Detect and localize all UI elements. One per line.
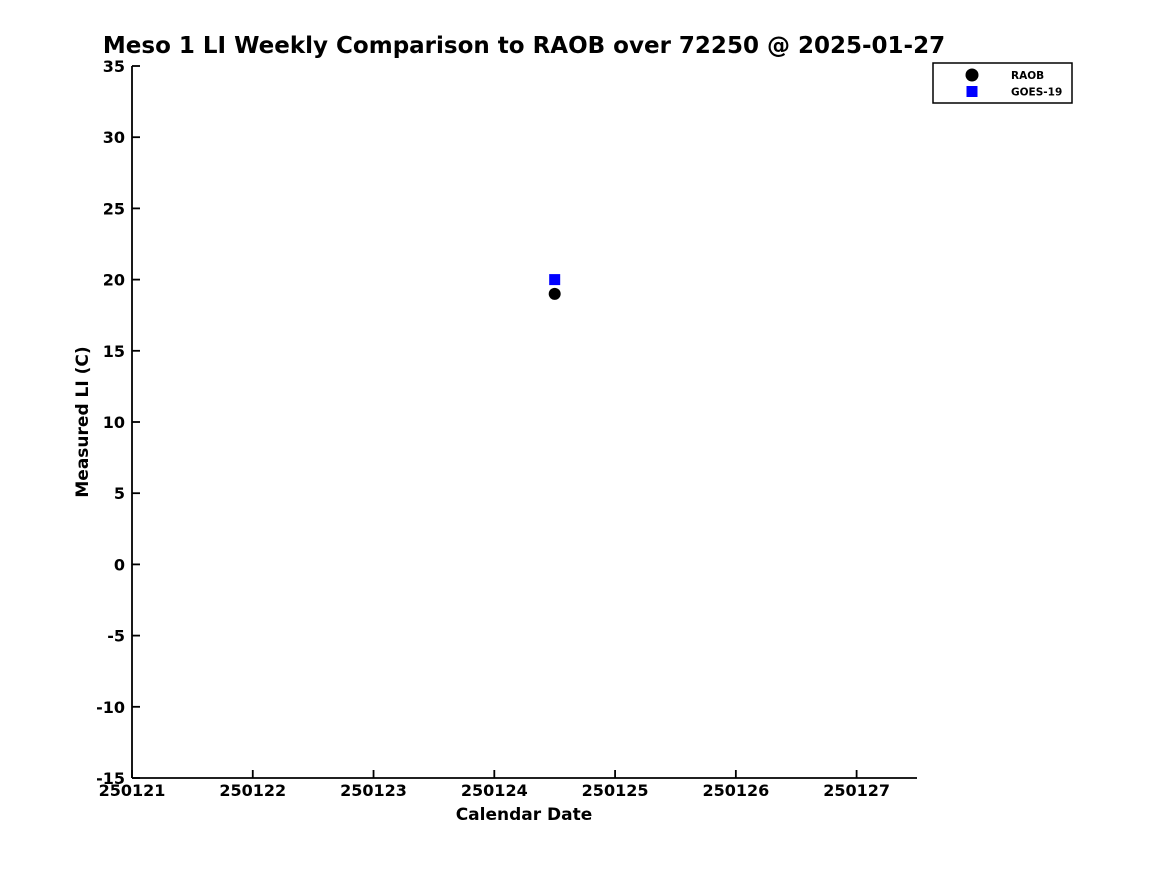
y-tick-label: 20 bbox=[103, 271, 125, 290]
y-tick-label: 5 bbox=[114, 484, 125, 503]
y-tick-label: 25 bbox=[103, 199, 125, 218]
y-tick-label: 0 bbox=[114, 555, 125, 574]
x-tick-label: 250121 bbox=[99, 781, 166, 800]
legend-marker-goes-19-square-icon bbox=[966, 86, 978, 97]
y-tick-label: -10 bbox=[96, 698, 125, 717]
x-tick-label: 250125 bbox=[582, 781, 649, 800]
legend-label-goes-19: GOES-19 bbox=[1011, 87, 1062, 99]
x-axis-label: Calendar Date bbox=[456, 805, 593, 825]
data-point-goes-19 bbox=[549, 274, 561, 286]
legend-box bbox=[932, 62, 1073, 104]
x-tick-label: 250124 bbox=[461, 781, 528, 800]
data-points bbox=[548, 274, 561, 300]
y-axis-label: Measured LI (C) bbox=[73, 346, 93, 497]
y-tick-label: 10 bbox=[103, 413, 125, 432]
legend-label-raob: RAOB bbox=[1011, 70, 1044, 82]
x-tick-label: 250126 bbox=[702, 781, 769, 800]
y-tick-label: -5 bbox=[107, 627, 125, 646]
y-tick-label: 35 bbox=[103, 57, 125, 76]
x-tick-label: 250122 bbox=[219, 781, 286, 800]
y-tick-label: -15 bbox=[96, 769, 125, 788]
legend: RAOB GOES-19 bbox=[932, 62, 1073, 104]
y-tick-label: 15 bbox=[103, 342, 125, 361]
y-tick-label: 30 bbox=[103, 128, 125, 147]
chart-title: Meso 1 LI Weekly Comparison to RAOB over… bbox=[103, 33, 945, 59]
legend-marker-raob-circle-icon bbox=[965, 68, 979, 82]
x-tick-label: 250123 bbox=[340, 781, 407, 800]
data-point-raob bbox=[548, 287, 561, 300]
x-tick-label: 250127 bbox=[823, 781, 890, 800]
